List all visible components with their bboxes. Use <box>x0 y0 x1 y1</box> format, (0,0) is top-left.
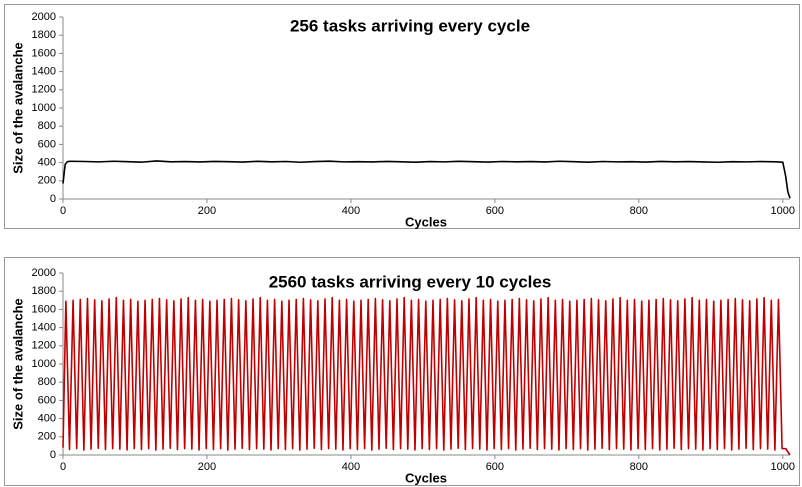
x-tick-label: 800 <box>630 461 648 473</box>
y-tick-label: 1200 <box>32 340 56 352</box>
y-axis-label: Size of the avalanche <box>10 42 25 174</box>
x-axis-label: Cycles <box>405 470 447 485</box>
y-tick-label: 800 <box>38 376 56 388</box>
y-tick-label: 400 <box>38 413 56 425</box>
y-tick-label: 1800 <box>32 285 56 297</box>
y-axis-label: Size of the avalanche <box>10 298 25 430</box>
x-tick-label: 0 <box>60 461 66 473</box>
y-tick-label: 0 <box>50 193 56 205</box>
y-tick-label: 2000 <box>32 11 56 23</box>
y-tick-label: 800 <box>38 120 56 132</box>
chart-frame <box>4 257 800 486</box>
y-tick-label: 1400 <box>32 66 56 78</box>
y-tick-label: 0 <box>50 449 56 461</box>
x-tick-label: 200 <box>198 461 216 473</box>
x-tick-label: 600 <box>486 461 504 473</box>
x-tick-label: 1000 <box>771 461 795 473</box>
data-line <box>62 160 791 199</box>
y-tick-label: 1000 <box>32 102 56 114</box>
x-tick-label: 200 <box>198 205 216 217</box>
x-tick-label: 600 <box>486 205 504 217</box>
chart-title: 256 tasks arriving every cycle <box>290 16 530 35</box>
y-tick-label: 200 <box>38 431 56 443</box>
chart-title: 2560 tasks arriving every 10 cycles <box>269 272 552 291</box>
y-tick-label: 1600 <box>32 47 56 59</box>
y-tick-label: 400 <box>38 157 56 169</box>
y-tick-label: 1000 <box>32 358 56 370</box>
y-tick-label: 1600 <box>32 303 56 315</box>
x-axis-label: Cycles <box>405 214 447 229</box>
y-tick-label: 600 <box>38 394 56 406</box>
y-tick-label: 600 <box>38 138 56 150</box>
x-tick-label: 400 <box>342 461 360 473</box>
x-tick-label: 1000 <box>771 205 795 217</box>
x-tick-label: 800 <box>630 205 648 217</box>
x-tick-label: 0 <box>60 205 66 217</box>
data-line <box>62 296 791 456</box>
x-tick-label: 400 <box>342 205 360 217</box>
chart-frame <box>4 4 800 229</box>
y-tick-label: 200 <box>38 175 56 187</box>
y-tick-label: 1800 <box>32 29 56 41</box>
y-tick-label: 1400 <box>32 322 56 334</box>
y-tick-label: 2000 <box>32 267 56 279</box>
y-tick-label: 1200 <box>32 84 56 96</box>
